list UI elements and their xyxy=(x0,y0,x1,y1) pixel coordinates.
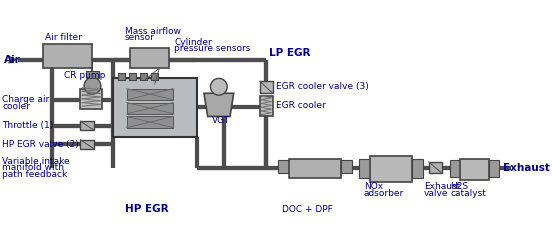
Bar xyxy=(118,73,125,80)
Bar xyxy=(370,155,412,182)
Text: path feedback: path feedback xyxy=(2,169,67,179)
Polygon shape xyxy=(204,93,233,117)
Text: sensor: sensor xyxy=(125,33,155,42)
Text: manifold with: manifold with xyxy=(2,163,65,172)
Bar xyxy=(278,160,289,173)
Bar xyxy=(459,159,489,180)
Bar xyxy=(127,117,173,128)
Text: H2S: H2S xyxy=(450,182,468,191)
Text: cooler: cooler xyxy=(2,102,30,111)
Bar xyxy=(127,89,173,100)
Text: Variable intake: Variable intake xyxy=(2,157,70,166)
Bar xyxy=(140,73,147,80)
Text: Mass airflow: Mass airflow xyxy=(125,27,181,35)
Bar xyxy=(86,71,99,78)
Text: LP EGR: LP EGR xyxy=(269,48,311,58)
Bar xyxy=(359,159,370,178)
Bar xyxy=(412,159,423,178)
Text: DOC + DPF: DOC + DPF xyxy=(282,205,333,214)
Text: valve: valve xyxy=(424,189,449,198)
Text: pressure sensors: pressure sensors xyxy=(174,44,251,53)
Bar xyxy=(113,78,197,137)
Text: EGR cooler valve (3): EGR cooler valve (3) xyxy=(275,82,368,91)
Bar xyxy=(450,160,459,177)
Bar xyxy=(81,89,102,109)
Bar xyxy=(260,96,273,117)
Text: EGR cooler: EGR cooler xyxy=(275,101,325,110)
Circle shape xyxy=(210,78,227,95)
Text: Throttle (1): Throttle (1) xyxy=(2,121,54,130)
Bar xyxy=(130,48,169,68)
Bar xyxy=(341,160,352,173)
Bar xyxy=(81,140,94,149)
Text: Exhaust: Exhaust xyxy=(424,182,460,191)
Text: CR pump: CR pump xyxy=(63,71,105,80)
Text: catalyst: catalyst xyxy=(450,189,486,198)
Text: VGT: VGT xyxy=(213,116,231,125)
Bar xyxy=(260,81,273,93)
Text: Air: Air xyxy=(4,55,21,65)
Text: HP EGR: HP EGR xyxy=(125,204,168,215)
Bar xyxy=(127,103,173,114)
Text: Cylinder: Cylinder xyxy=(174,38,212,47)
Bar xyxy=(289,159,341,178)
Text: Air filter: Air filter xyxy=(45,33,82,42)
Text: NOx: NOx xyxy=(364,182,383,191)
Bar xyxy=(43,44,92,68)
Circle shape xyxy=(84,77,101,94)
Text: adsorber: adsorber xyxy=(364,189,404,198)
Bar xyxy=(489,160,498,177)
Bar xyxy=(81,121,94,130)
Bar xyxy=(129,73,136,80)
Text: Exhaust: Exhaust xyxy=(503,163,550,173)
Text: HP EGR valve (2): HP EGR valve (2) xyxy=(2,140,79,149)
Text: Charge air: Charge air xyxy=(2,95,50,104)
Bar xyxy=(429,162,442,173)
Bar xyxy=(151,73,158,80)
